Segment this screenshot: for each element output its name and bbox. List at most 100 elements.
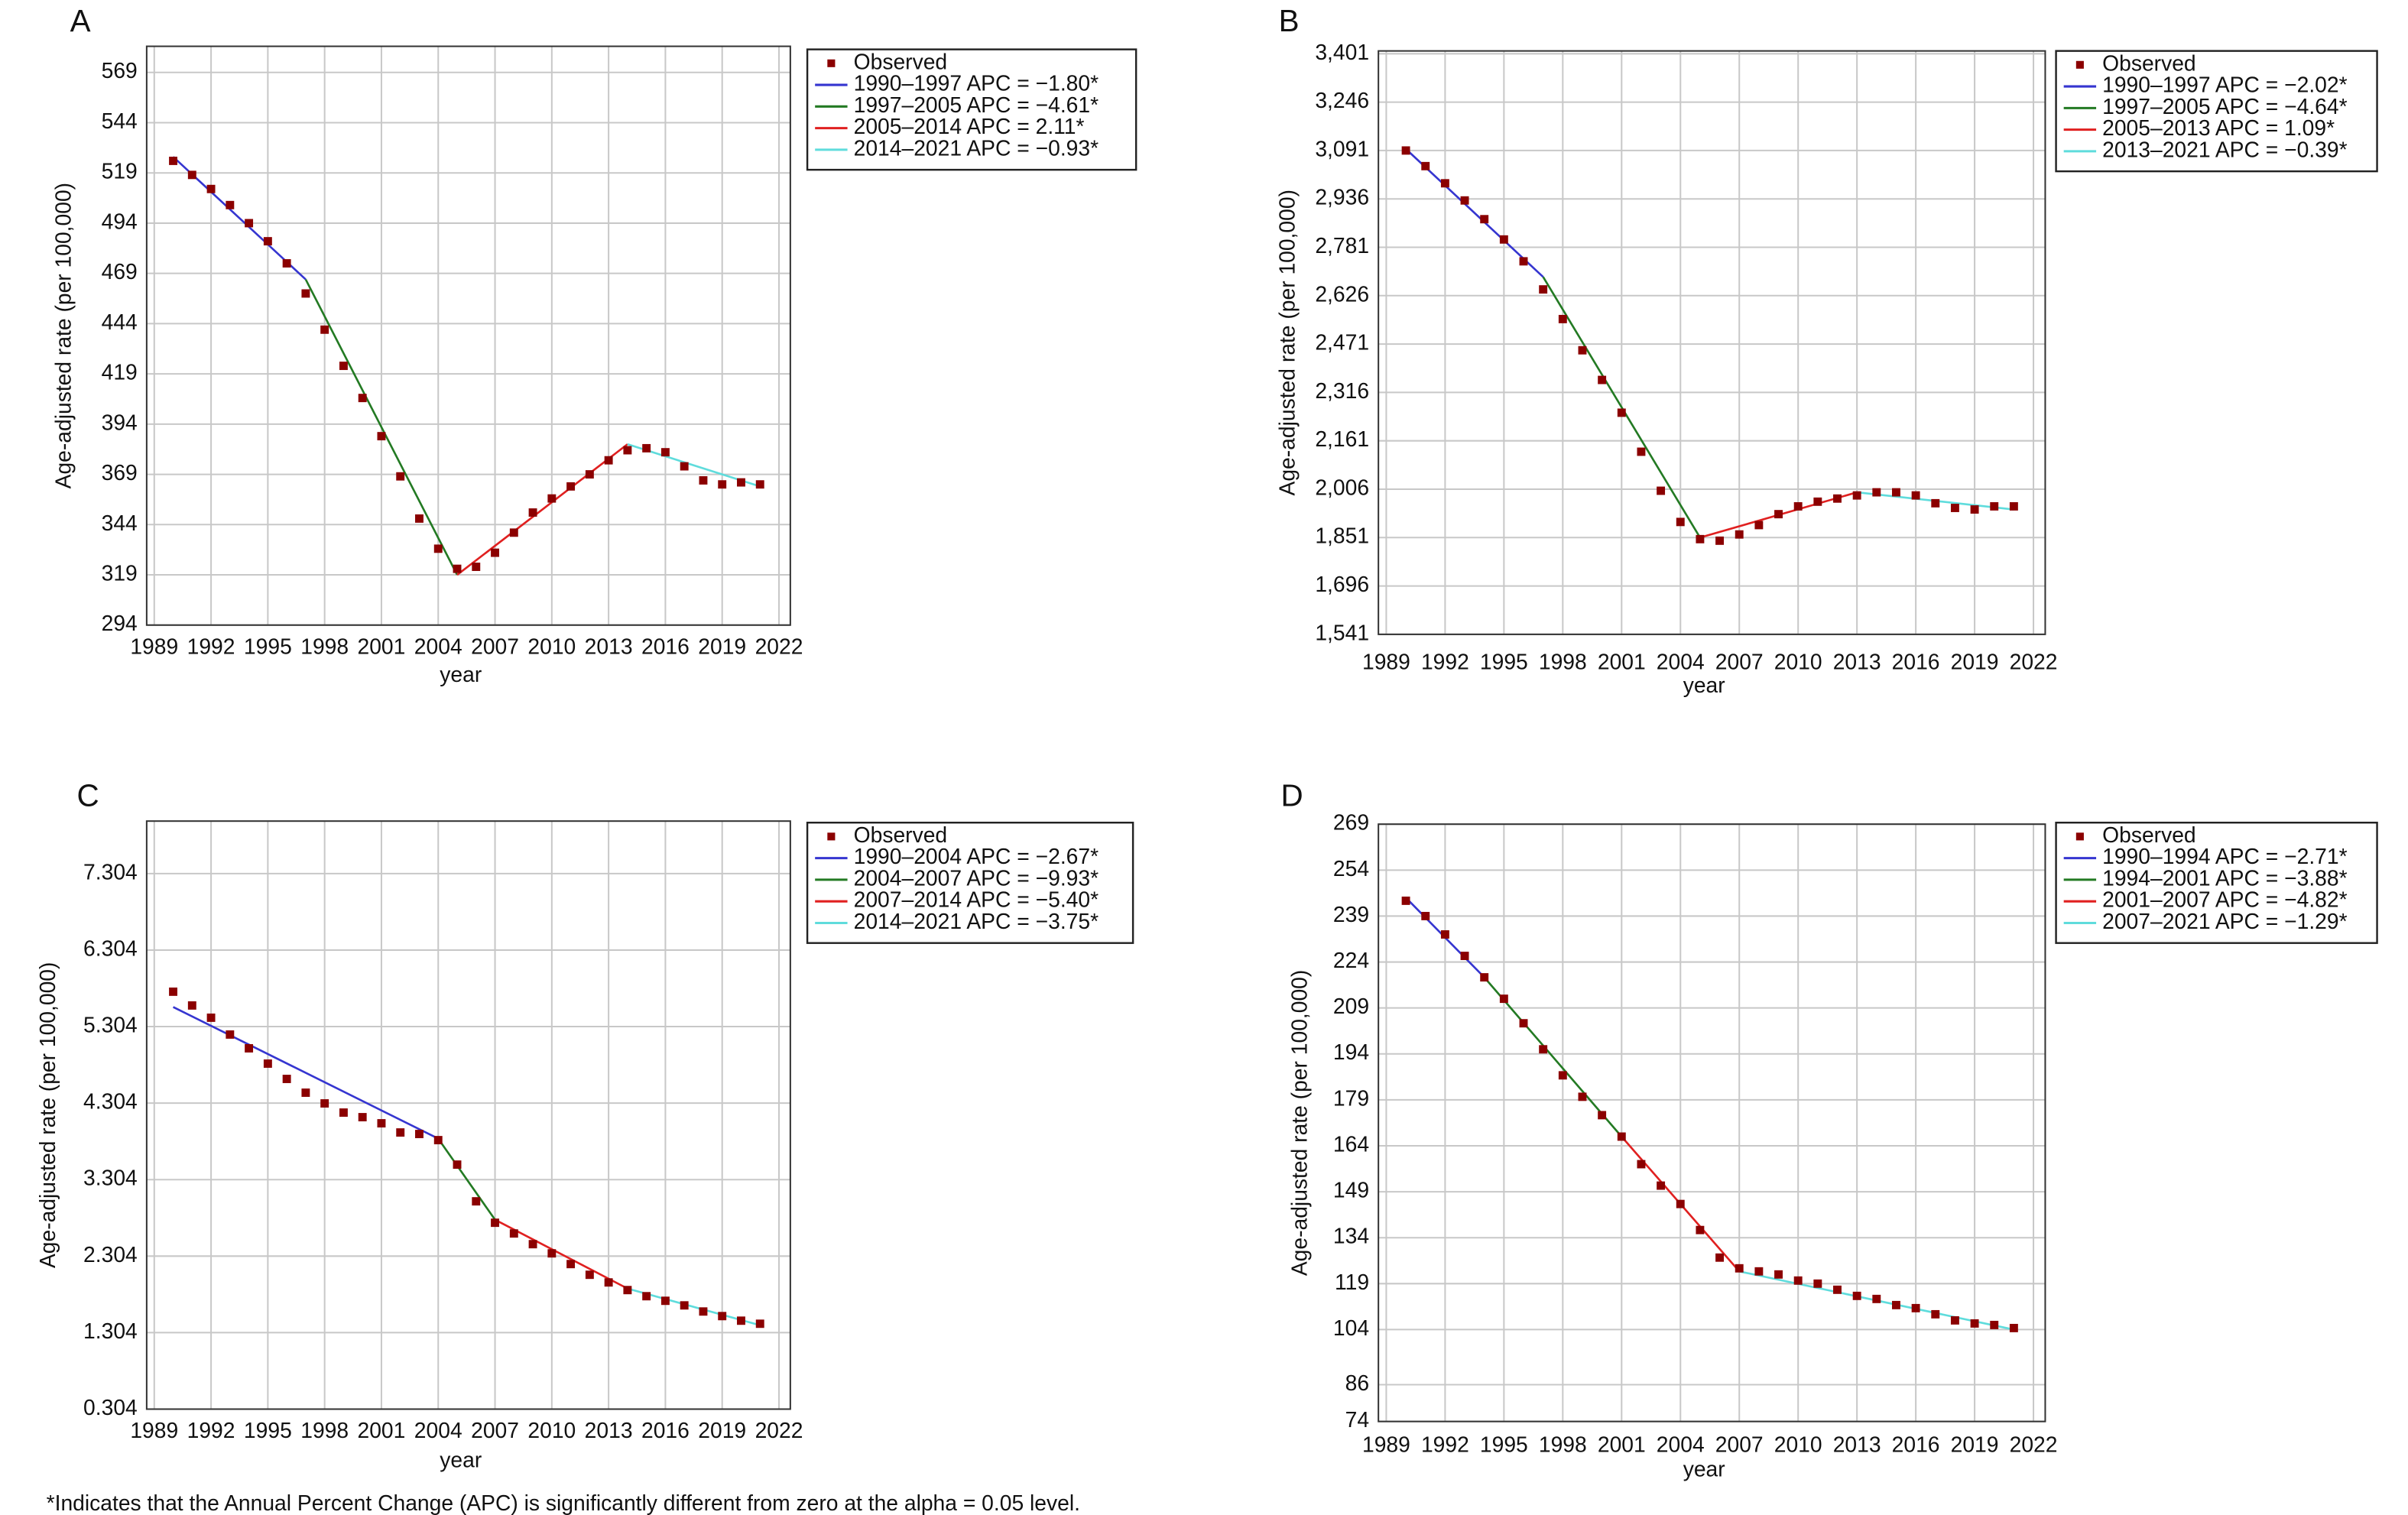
observed-point	[680, 462, 689, 471]
y-tick-label: 119	[1335, 1270, 1369, 1294]
observed-point	[1558, 1071, 1567, 1080]
observed-point	[528, 508, 537, 517]
observed-point	[396, 1128, 405, 1137]
y-tick-label: 209	[1333, 994, 1369, 1018]
observed-point	[660, 448, 670, 457]
observed-point	[320, 325, 329, 334]
x-tick-label: 2001	[1598, 650, 1646, 674]
x-tick-label: 2007	[1715, 1432, 1764, 1456]
observed-point	[491, 1218, 499, 1228]
plot-frame	[145, 45, 791, 626]
observed-point	[1460, 952, 1469, 960]
y-tick-label: 194	[1333, 1040, 1369, 1064]
x-tick-label: 2016	[1892, 650, 1940, 674]
observed-point	[1735, 530, 1744, 539]
observed-point	[699, 476, 708, 485]
observed-point	[433, 544, 443, 553]
y-tick-label: 2,006	[1315, 475, 1369, 499]
x-tick-label: 1989	[1362, 650, 1410, 674]
observed-point	[1931, 498, 1940, 508]
legend-box	[2055, 50, 2378, 173]
x-axis-label: year	[1683, 673, 1725, 697]
observed-point	[1637, 447, 1646, 456]
x-tick-label: 2022	[755, 634, 803, 659]
observed-point	[1539, 1045, 1548, 1054]
x-tick-label: 1995	[244, 634, 292, 659]
observed-point	[433, 1136, 443, 1145]
observed-point	[699, 1307, 708, 1316]
observed-point	[1440, 179, 1449, 188]
observed-point	[1460, 196, 1469, 205]
legend-box	[806, 821, 1134, 944]
observed-point	[301, 1088, 310, 1097]
fitted-line	[172, 1006, 439, 1140]
x-tick-label: 2004	[414, 1418, 462, 1442]
observed-point	[1578, 345, 1587, 355]
observed-point	[1401, 896, 1410, 905]
observed-point	[2009, 501, 2018, 511]
y-tick-label: 394	[102, 410, 138, 434]
observed-point	[206, 184, 216, 193]
x-tick-label: 2010	[527, 1418, 576, 1442]
x-tick-label: 1995	[1480, 650, 1528, 674]
observed-point	[566, 1260, 576, 1269]
observed-point	[1676, 517, 1685, 527]
observed-point	[1558, 314, 1567, 323]
y-tick-label: 134	[1333, 1224, 1369, 1248]
observed-point	[1833, 494, 1842, 503]
observed-point	[226, 200, 235, 209]
x-tick-label: 2007	[1715, 650, 1764, 674]
y-tick-label: 369	[102, 460, 138, 485]
panel-label: C	[77, 778, 99, 813]
legend-label: 2001–2007 APC = −4.82*	[2102, 887, 2347, 912]
observed-point	[245, 219, 254, 228]
observed-point	[1793, 1276, 1803, 1285]
x-tick-label: 2016	[641, 1418, 690, 1442]
legend-marker	[2075, 832, 2084, 841]
y-tick-label: 269	[1333, 810, 1369, 835]
x-tick-label: 2019	[1951, 1432, 1999, 1456]
x-tick-label: 2007	[471, 1418, 519, 1442]
y-tick-label: 5.304	[83, 1013, 138, 1037]
legend-label: 2013–2021 APC = −0.39*	[2102, 137, 2347, 161]
observed-point	[755, 480, 764, 489]
observed-point	[2009, 1323, 2018, 1332]
y-tick-label: 149	[1333, 1178, 1369, 1202]
observed-point	[358, 1113, 367, 1121]
panel-label: A	[70, 3, 91, 38]
observed-point	[1519, 257, 1528, 266]
observed-point	[1539, 285, 1548, 294]
x-tick-label: 1992	[1421, 1432, 1469, 1456]
y-tick-label: 3.304	[83, 1166, 138, 1190]
observed-point	[226, 1030, 235, 1039]
y-tick-label: 2,626	[1315, 281, 1369, 306]
observed-point	[1598, 375, 1607, 384]
observed-point	[1990, 501, 1999, 511]
x-tick-label: 1995	[1480, 1432, 1528, 1456]
y-tick-label: 419	[102, 360, 138, 384]
observed-point	[547, 1249, 557, 1258]
observed-point	[547, 494, 557, 503]
x-tick-label: 2013	[585, 634, 633, 659]
legend-label: Observed	[854, 49, 947, 73]
observed-point	[169, 156, 178, 165]
observed-point	[1401, 146, 1410, 155]
observed-point	[1911, 491, 1920, 500]
observed-point	[1813, 1279, 1822, 1288]
plot-frame	[1378, 823, 2046, 1423]
x-tick-label: 1989	[130, 634, 178, 659]
y-tick-label: 1,696	[1315, 572, 1369, 596]
fitted-line	[1542, 276, 1702, 538]
observed-point	[1911, 1303, 1920, 1312]
observed-point	[737, 478, 745, 487]
observed-point	[282, 259, 291, 268]
y-tick-label: 6.304	[83, 936, 138, 960]
y-tick-label: 2.304	[83, 1242, 138, 1267]
observed-point	[472, 563, 481, 571]
x-tick-label: 1989	[130, 1418, 178, 1442]
x-tick-label: 1998	[1539, 650, 1587, 674]
observed-point	[1519, 1019, 1528, 1028]
observed-point	[680, 1301, 689, 1310]
